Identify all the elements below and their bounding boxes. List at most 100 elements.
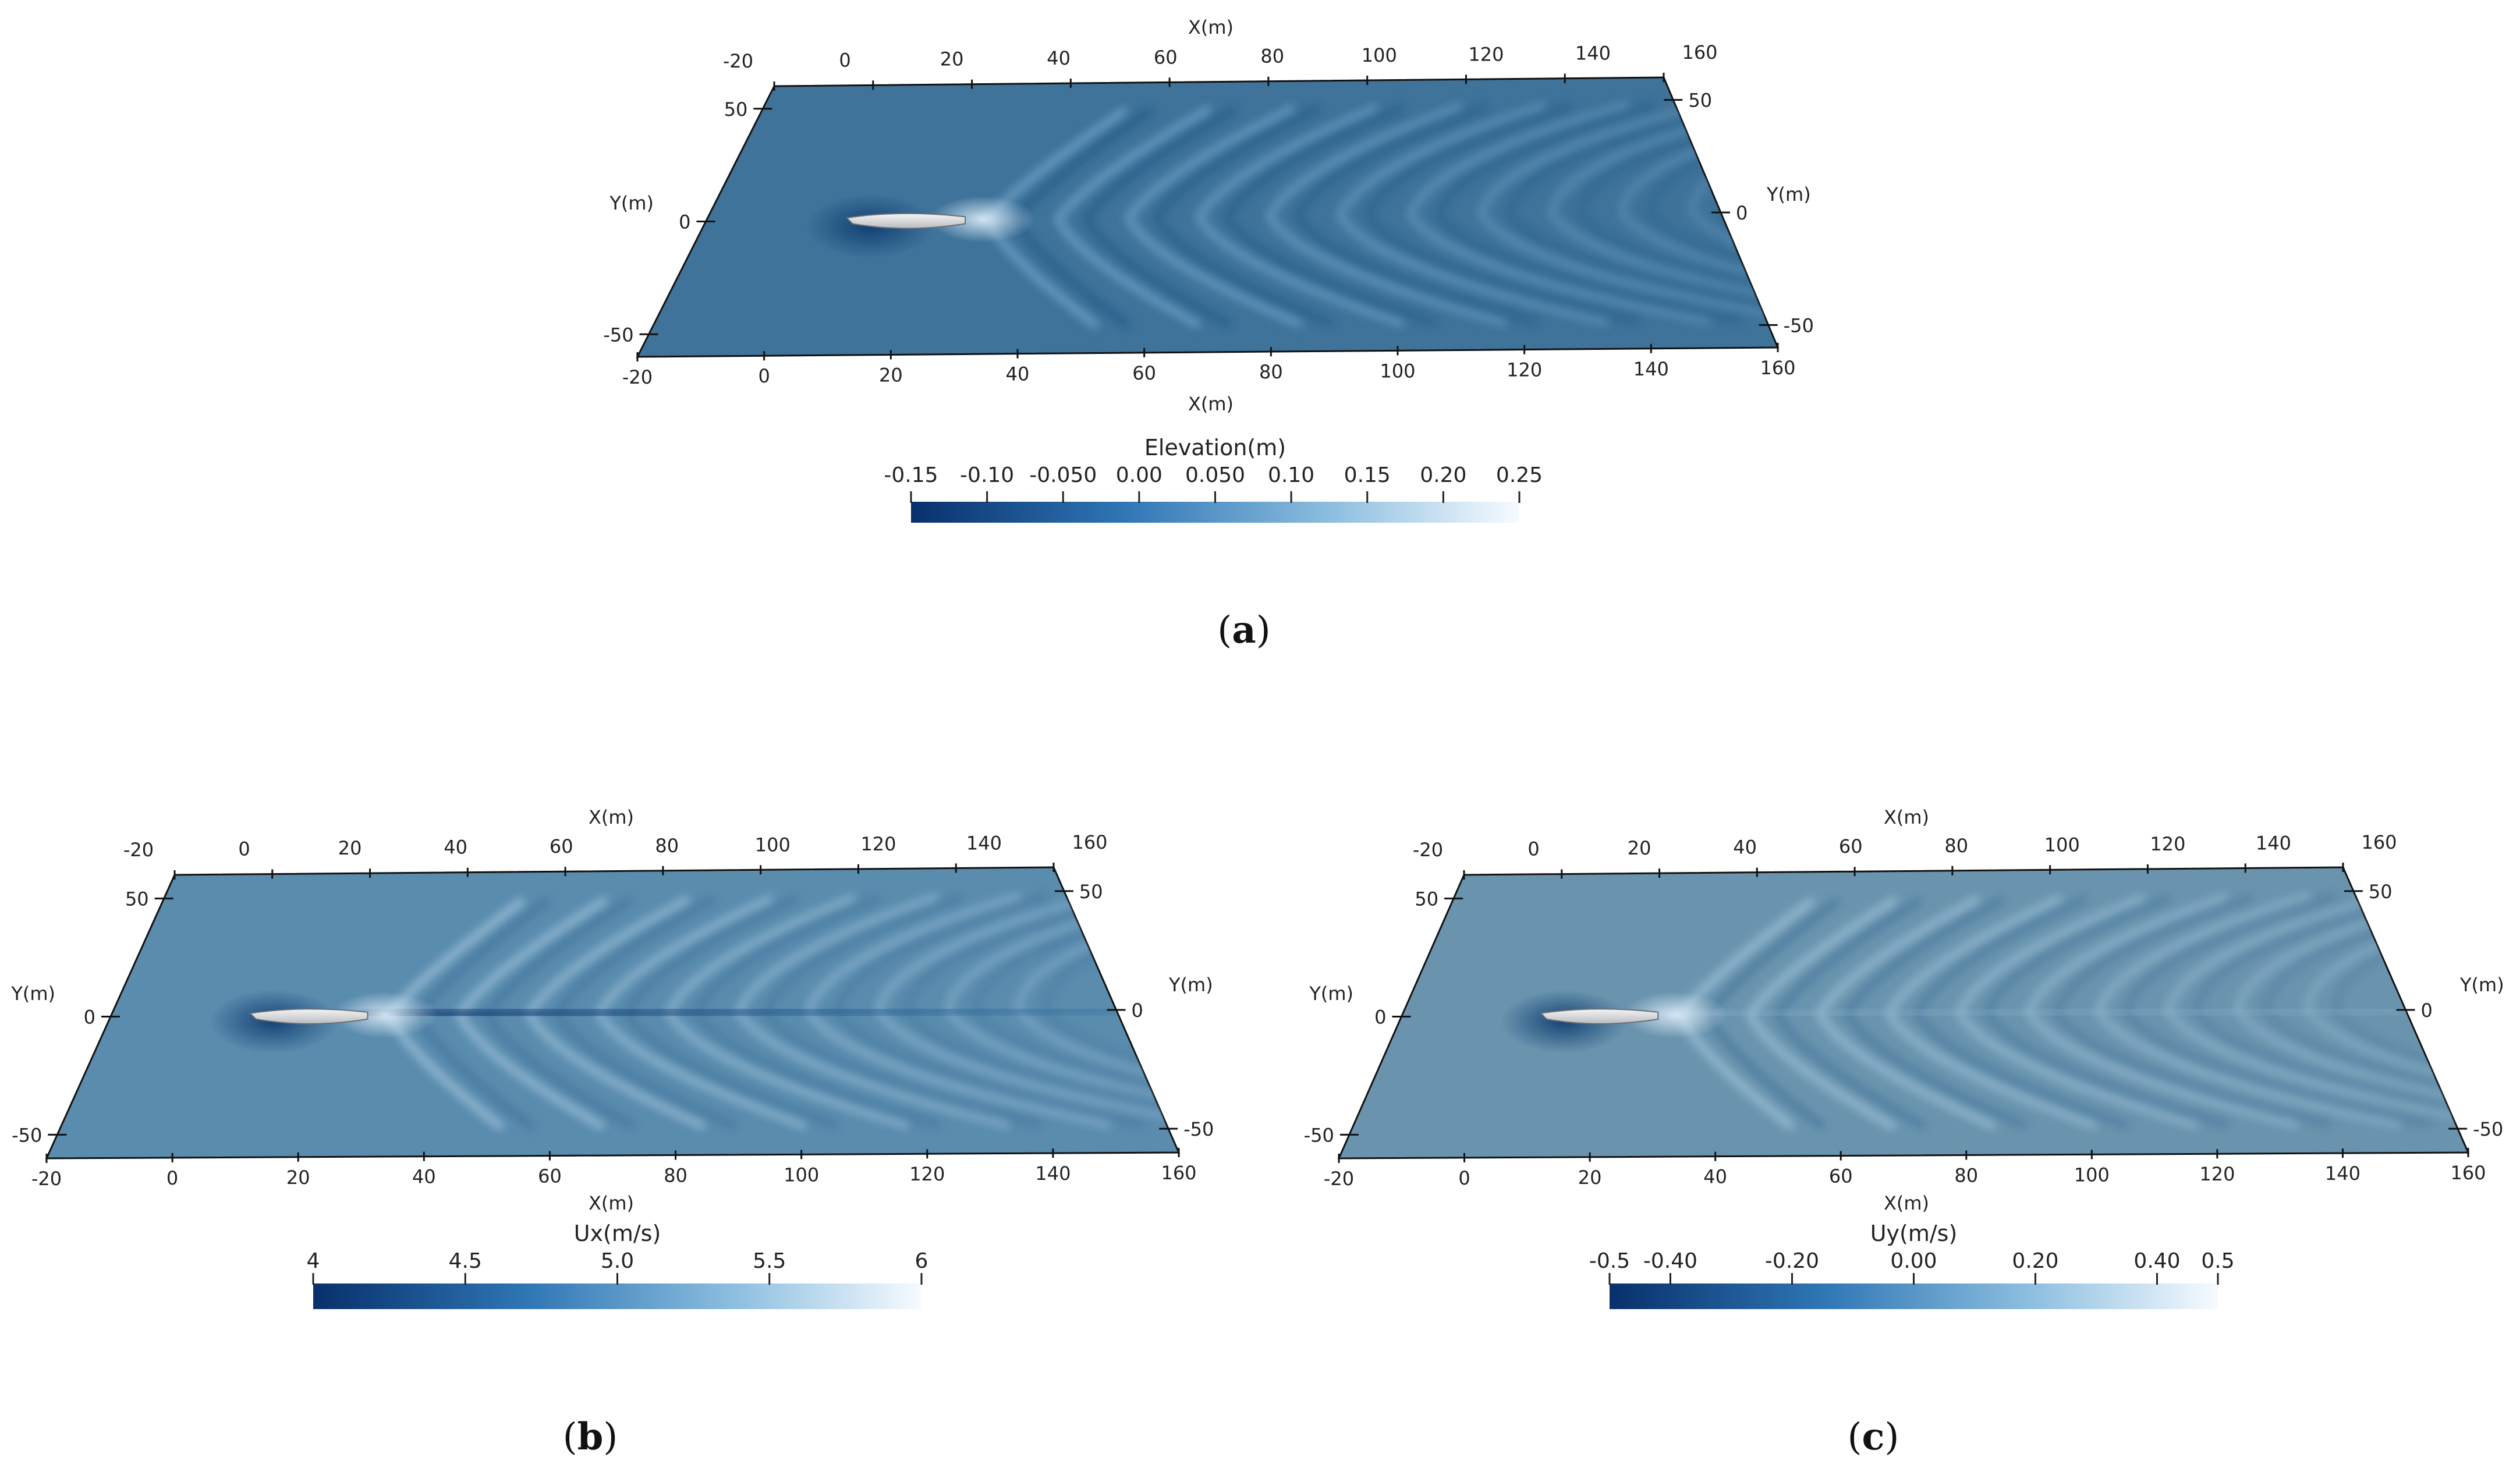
x-tick-label-top: 40 [1733,836,1757,859]
x-tick-label-top: 80 [655,835,679,857]
wake-trough [1505,100,1778,324]
x-axis-title-top: X(m) [1188,16,1234,38]
colorbar-gradient [313,1283,921,1309]
x-tick-label-bottom: 100 [2074,1164,2110,1186]
x-tick-label-bottom: 120 [1507,359,1542,381]
panel-label: (c) [1848,1415,1899,1459]
x-tick-label-bottom: 160 [2450,1162,2486,1184]
colorbar-tick-label: 0.20 [1420,463,1466,487]
wake-trough [1364,102,1640,325]
ship-hull [1539,1008,1659,1024]
x-tick-label-bottom: 20 [286,1166,310,1189]
ship-hull [845,212,966,229]
x-tick-label-top: 100 [2044,834,2080,856]
x-tick-label-bottom: 100 [784,1164,819,1186]
colorbar-tick-label: -0.40 [1643,1249,1697,1273]
y-tick-label-left: -50 [12,1124,42,1146]
x-tick-label-top: 20 [338,837,362,859]
y-axis-title-right: Y(m) [1766,183,1811,205]
x-tick-label-top: 20 [1628,837,1651,859]
colorbar-tick-label: 0.10 [1268,463,1314,487]
wave-pattern [1500,890,2468,1131]
x-tick-label-top: 160 [1072,831,1107,853]
x-tick-label-bottom: 60 [1829,1165,1853,1187]
colorbar-tick-label: 0.050 [1185,463,1245,487]
ship-hull [249,1008,368,1024]
x-axis-title-top: X(m) [589,806,634,828]
colorbar-tick-label: 0.00 [1116,463,1162,487]
wake-crest [1547,99,1778,324]
wake-crest [1265,102,1508,327]
colorbar: Uy(m/s) -0.5 -0.40 -0.20 0.00 0.20 0.40 0.5 [1589,1221,2235,1309]
x-tick-label-bottom: 80 [1259,361,1283,383]
stern-wave [1623,991,1728,1038]
wake-trough [2192,892,2468,1127]
colorbar-title: Uy(m/s) [1870,1221,1958,1246]
x-tick-label-top: 0 [1527,838,1539,860]
x-tick-label-bottom: 140 [2325,1162,2360,1185]
x-tick-label-bottom: -20 [622,366,653,388]
x-tick-label-top: 80 [1944,835,1968,857]
x-tick-label-top: 0 [238,838,250,860]
x-axis-title-bottom: X(m) [1188,393,1234,415]
y-tick-label-left: 0 [679,211,690,233]
x-tick-label-top: 80 [1260,45,1284,68]
x-tick-label-top: 100 [1362,44,1397,66]
y-axis-title-left: Y(m) [1309,983,1353,1005]
x-tick-label-bottom: 20 [879,364,903,386]
panel-c: -20 -20 0 0 20 20 40 40 60 60 80 80 100 100 120 120 140 1… [1304,806,2504,1459]
y-tick-label-left: 50 [125,888,149,910]
wake-crest [1476,100,1778,324]
axes: -20 -20 0 0 20 20 40 40 60 60 80 80 100 100 120 120 140 1… [603,16,1814,415]
wave-pattern [209,890,1179,1131]
y-tick-label-right: 0 [1132,999,1143,1022]
x-tick-label-bottom: 120 [2199,1163,2235,1185]
x-tick-label-bottom: 40 [412,1166,436,1188]
y-tick-label-left: 50 [1415,888,1438,910]
colorbar-tick-label: 0.40 [2133,1249,2180,1273]
wake-trough [1717,98,1778,321]
x-tick-label-bottom: 80 [664,1164,687,1186]
colorbar-tick-label: -0.050 [1029,463,1097,487]
wake-trough [1293,102,1539,326]
x-tick-label-top: 60 [550,835,573,857]
x-tick-label-top: 60 [1839,835,1863,857]
wake-trough [1082,105,1238,328]
x-tick-label-top: -20 [123,839,154,861]
x-tick-label-bottom: 60 [1132,362,1156,384]
y-tick-label-left: 0 [1374,1006,1386,1029]
colorbar-tick-label: 5.0 [601,1249,634,1273]
field-plane [1337,866,2470,1160]
x-tick-label-top: 20 [940,48,964,70]
y-tick-label-right: -50 [2473,1118,2503,1140]
stern-wave [930,196,1036,243]
colorbar-tick-label: 0.25 [1496,463,1543,487]
axes: -20 -20 0 0 20 20 40 40 60 60 80 80 100 100 120 120 140 1… [1304,806,2504,1214]
x-tick-label-top: 40 [444,836,467,859]
y-tick-label-right: -50 [1784,314,1814,336]
wake-crest [1688,97,1778,322]
field-plane [45,866,1181,1160]
x-tick-label-bottom: 40 [1703,1166,1727,1188]
x-tick-label-bottom: 20 [1578,1166,1602,1189]
x-tick-label-top: -20 [1413,839,1443,861]
stern-wave [332,991,438,1038]
colorbar-tick-label: 0.15 [1344,463,1391,487]
x-tick-label-top: 60 [1154,46,1178,68]
x-tick-label-bottom: 40 [1006,363,1030,385]
y-axis-title-left: Y(m) [10,983,55,1005]
colorbar-title: Ux(m/s) [574,1221,661,1246]
x-tick-label-top: 140 [2256,832,2291,854]
wake-crest [1195,103,1405,328]
x-tick-label-bottom: -20 [1324,1168,1354,1190]
axes: -20 -20 0 0 20 20 40 40 60 60 80 80 100 100 120 120 140 1… [10,806,1214,1214]
x-tick-label-bottom: 100 [1380,360,1415,382]
colorbar-tick-label: -0.10 [960,463,1014,487]
y-tick-label-left: 0 [84,1006,95,1029]
x-tick-label-top: 120 [2150,833,2185,855]
x-tick-label-top: 0 [839,49,850,71]
colorbar-tick-label: 5.5 [753,1249,786,1273]
y-axis-title-right: Y(m) [2459,974,2504,996]
panel-label: (a) [1217,608,1270,652]
